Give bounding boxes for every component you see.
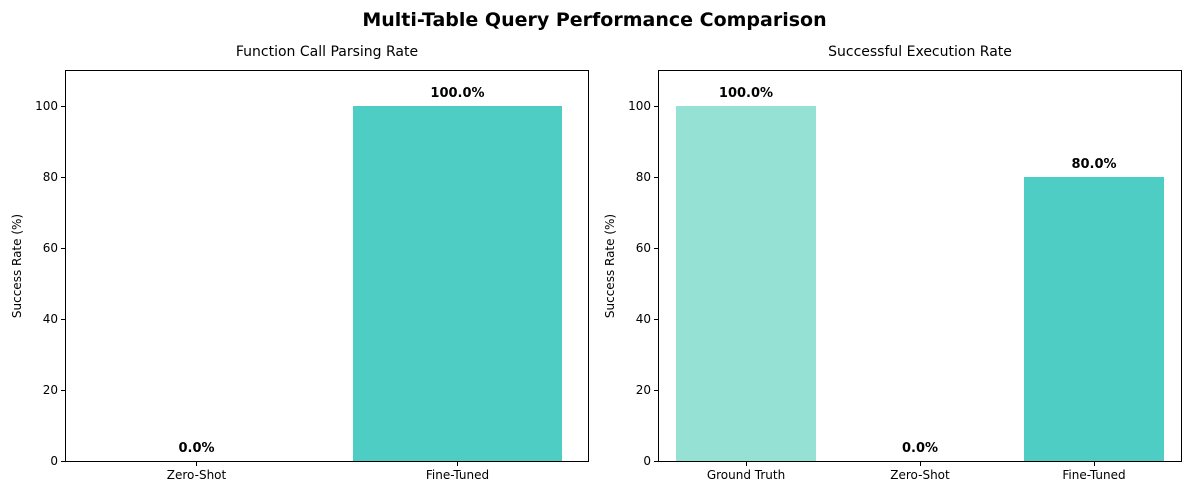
figure-title: Multi-Table Query Performance Comparison	[362, 9, 827, 31]
x-tick-mark	[919, 462, 921, 466]
y-tick-label: 40	[635, 312, 651, 327]
bar-value-label: 0.0%	[178, 441, 215, 456]
y-tick-label: 20	[42, 383, 58, 398]
y-tick-mark	[654, 247, 658, 249]
y-tick-mark	[61, 176, 65, 179]
y-tick-label: 100	[35, 99, 58, 114]
y-tick-mark	[61, 105, 65, 108]
y-tick-label: 100	[628, 99, 651, 114]
bar-value-label: 100.0%	[718, 86, 774, 102]
x-tick-label: Fine-Tuned	[425, 468, 490, 482]
y-tick-mark	[654, 460, 658, 462]
bar	[1024, 177, 1164, 461]
y-tick-mark	[654, 389, 658, 391]
bar-value-label: 100.0%	[430, 86, 485, 102]
bar	[676, 106, 816, 461]
y-tick-mark	[654, 105, 658, 108]
x-tick-label: Zero-Shot	[166, 468, 227, 482]
y-tick-label: 40	[42, 312, 58, 327]
y-tick-label: 20	[635, 383, 651, 398]
x-tick-label: Ground Truth	[706, 468, 786, 482]
y-tick-mark	[654, 318, 658, 320]
y-tick-mark	[61, 318, 65, 320]
bar-value-label: 80.0%	[1071, 157, 1117, 173]
bar	[353, 106, 562, 461]
y-tick-label: 80	[42, 170, 58, 185]
plot-title-right: Successful Execution Rate	[828, 44, 1012, 60]
y-tick-mark	[61, 247, 65, 249]
bar-value-label: 0.0%	[901, 441, 939, 456]
y-axis-label-right: Success Rate (%)	[603, 213, 617, 319]
y-tick-label: 80	[635, 170, 651, 185]
y-tick-mark	[61, 460, 65, 462]
plot-area-left: Function Call Parsing Rate Success Rate …	[10, 44, 589, 481]
y-tick-mark	[654, 176, 658, 179]
y-tick-label: 60	[42, 241, 58, 256]
x-tick-mark	[457, 462, 459, 466]
y-axis-label-left: Success Rate (%)	[10, 213, 24, 319]
plot-area-right: Successful Execution Rate Success Rate (…	[603, 44, 1182, 481]
y-tick-label: 0	[50, 454, 58, 468]
x-tick-label: Zero-Shot	[890, 468, 950, 482]
y-tick-mark	[61, 389, 65, 391]
y-tick-label: 60	[635, 241, 651, 256]
x-tick-label: Fine-Tuned	[1062, 468, 1126, 482]
x-tick-mark	[1093, 462, 1095, 466]
plot-title-left: Function Call Parsing Rate	[235, 44, 419, 60]
y-tick-label: 0	[643, 454, 651, 468]
x-tick-mark	[745, 462, 747, 466]
x-tick-mark	[196, 462, 198, 466]
